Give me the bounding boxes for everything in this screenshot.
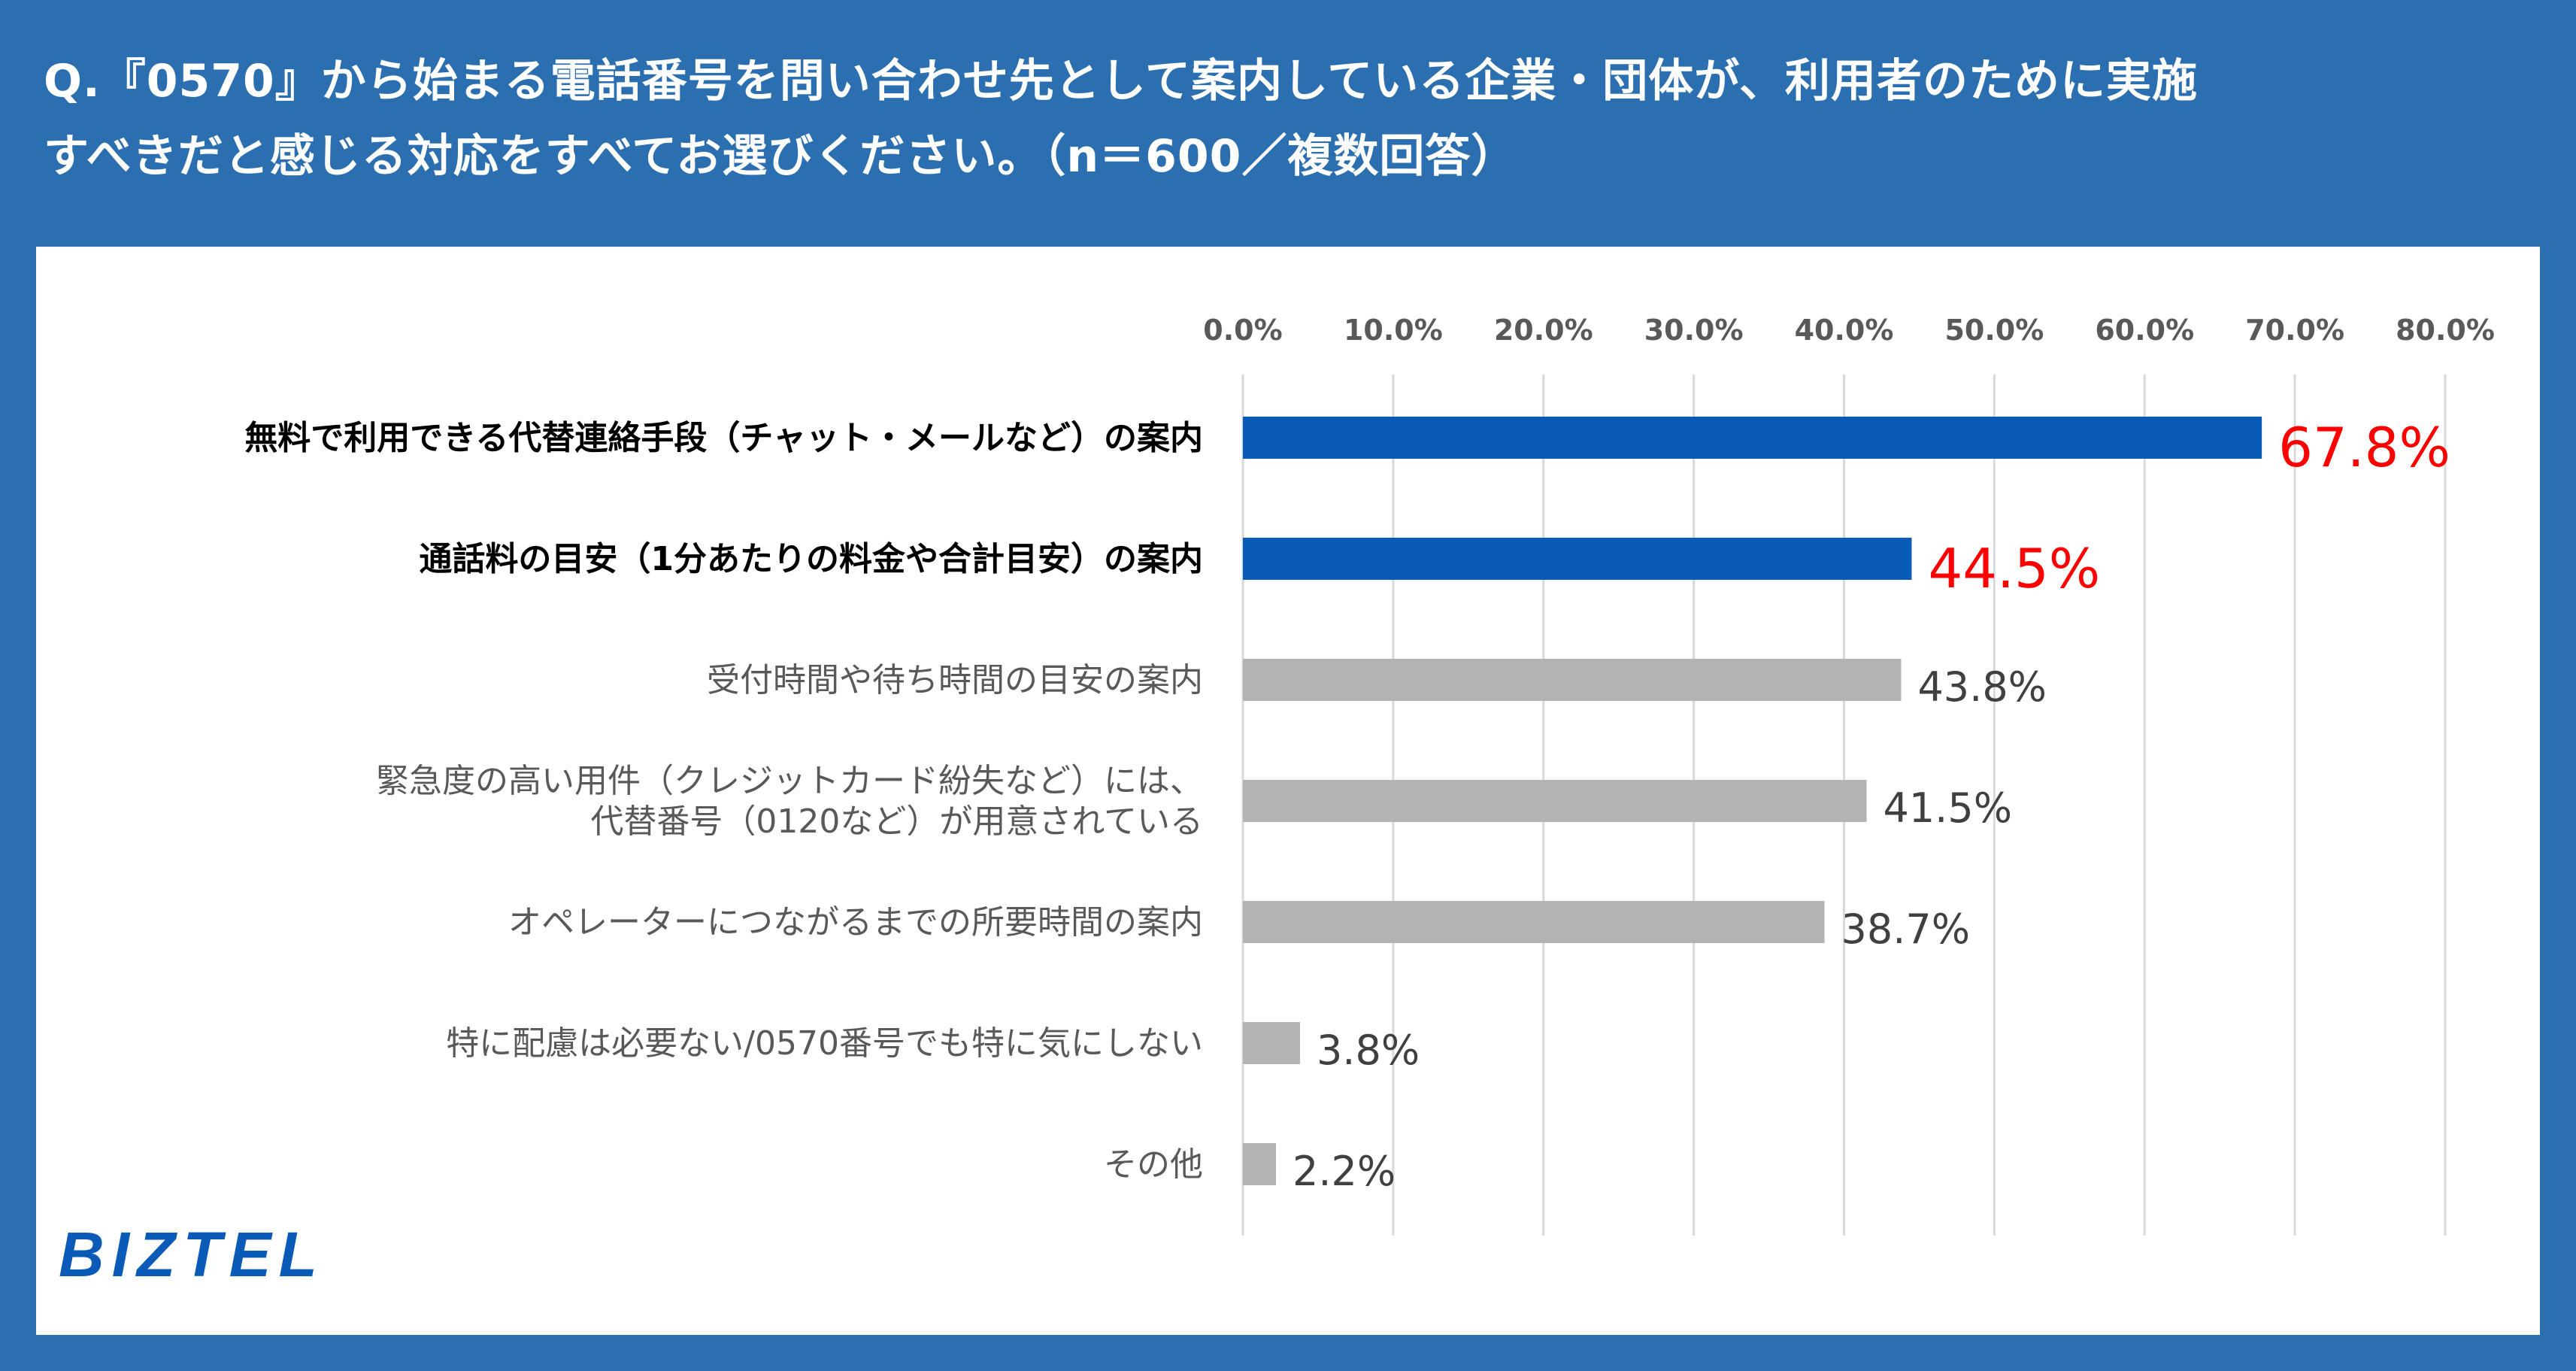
bar-chart: 0.0% 10.0% 20.0% 30.0% 40.0% 50.0% 60.0% 70.0% 8… — [244, 314, 2495, 1236]
x-tick-label: 30.0% — [1644, 314, 1744, 347]
x-tick-label: 60.0% — [2095, 314, 2194, 347]
x-tick-label: 20.0% — [1494, 314, 1593, 347]
bar — [1243, 417, 2262, 459]
bar — [1243, 1022, 1300, 1064]
biztel-logo: BIZTEL — [59, 1219, 325, 1290]
x-tick-label: 0.0% — [1203, 314, 1282, 347]
x-tick-label: 10.0% — [1344, 314, 1443, 347]
value-label: 43.8% — [1917, 663, 2047, 711]
bar — [1243, 780, 1867, 822]
bar — [1243, 901, 1825, 943]
question-title: Q.『0570』から始まる電話番号を問い合わせ先として案内している企業・団体が、… — [44, 44, 2540, 194]
question-title-line1: Q.『0570』から始まる電話番号を問い合わせ先として案内している企業・団体が、… — [44, 55, 2198, 108]
bar — [1243, 1143, 1276, 1185]
x-tick-label: 70.0% — [2245, 314, 2344, 347]
bar — [1243, 538, 1912, 580]
category-label: 通話料の目安（1分あたりの料金や合計目安）の案内 — [419, 540, 1203, 578]
value-label: 3.8% — [1317, 1027, 1420, 1074]
x-tick-label: 80.0% — [2396, 314, 2495, 347]
category-label: オペレーターにつながるまでの所要時間の案内 — [508, 903, 1203, 942]
value-label: 2.2% — [1293, 1148, 1396, 1195]
category-label: 代替番号（0120など）が用意されている — [590, 802, 1203, 841]
category-label: 緊急度の高い用件（クレジットカード紛失など）には、 — [376, 762, 1203, 800]
x-tick-label: 40.0% — [1795, 314, 1894, 347]
category-label: 受付時間や待ち時間の目安の案内 — [707, 661, 1203, 699]
value-label: 38.7% — [1841, 905, 1971, 953]
category-label: 無料で利用できる代替連絡手段（チャット・メールなど）の案内 — [244, 419, 1203, 457]
category-label: その他 — [1104, 1145, 1203, 1184]
value-label: 44.5% — [1928, 537, 2100, 600]
value-label: 67.8% — [2278, 416, 2450, 479]
value-label: 41.5% — [1883, 784, 2012, 832]
category-label: 特に配慮は必要ない/0570番号でも特に気にしない — [446, 1024, 1203, 1063]
bar — [1243, 659, 1902, 701]
question-title-line2: すべきだと感じる対応をすべてお選びください。（n＝600／複数回答） — [44, 130, 1517, 183]
x-tick-label: 50.0% — [1944, 314, 2044, 347]
chart-panel: 0.0% 10.0% 20.0% 30.0% 40.0% 50.0% 60.0% 70.0% 8… — [36, 247, 2540, 1335]
